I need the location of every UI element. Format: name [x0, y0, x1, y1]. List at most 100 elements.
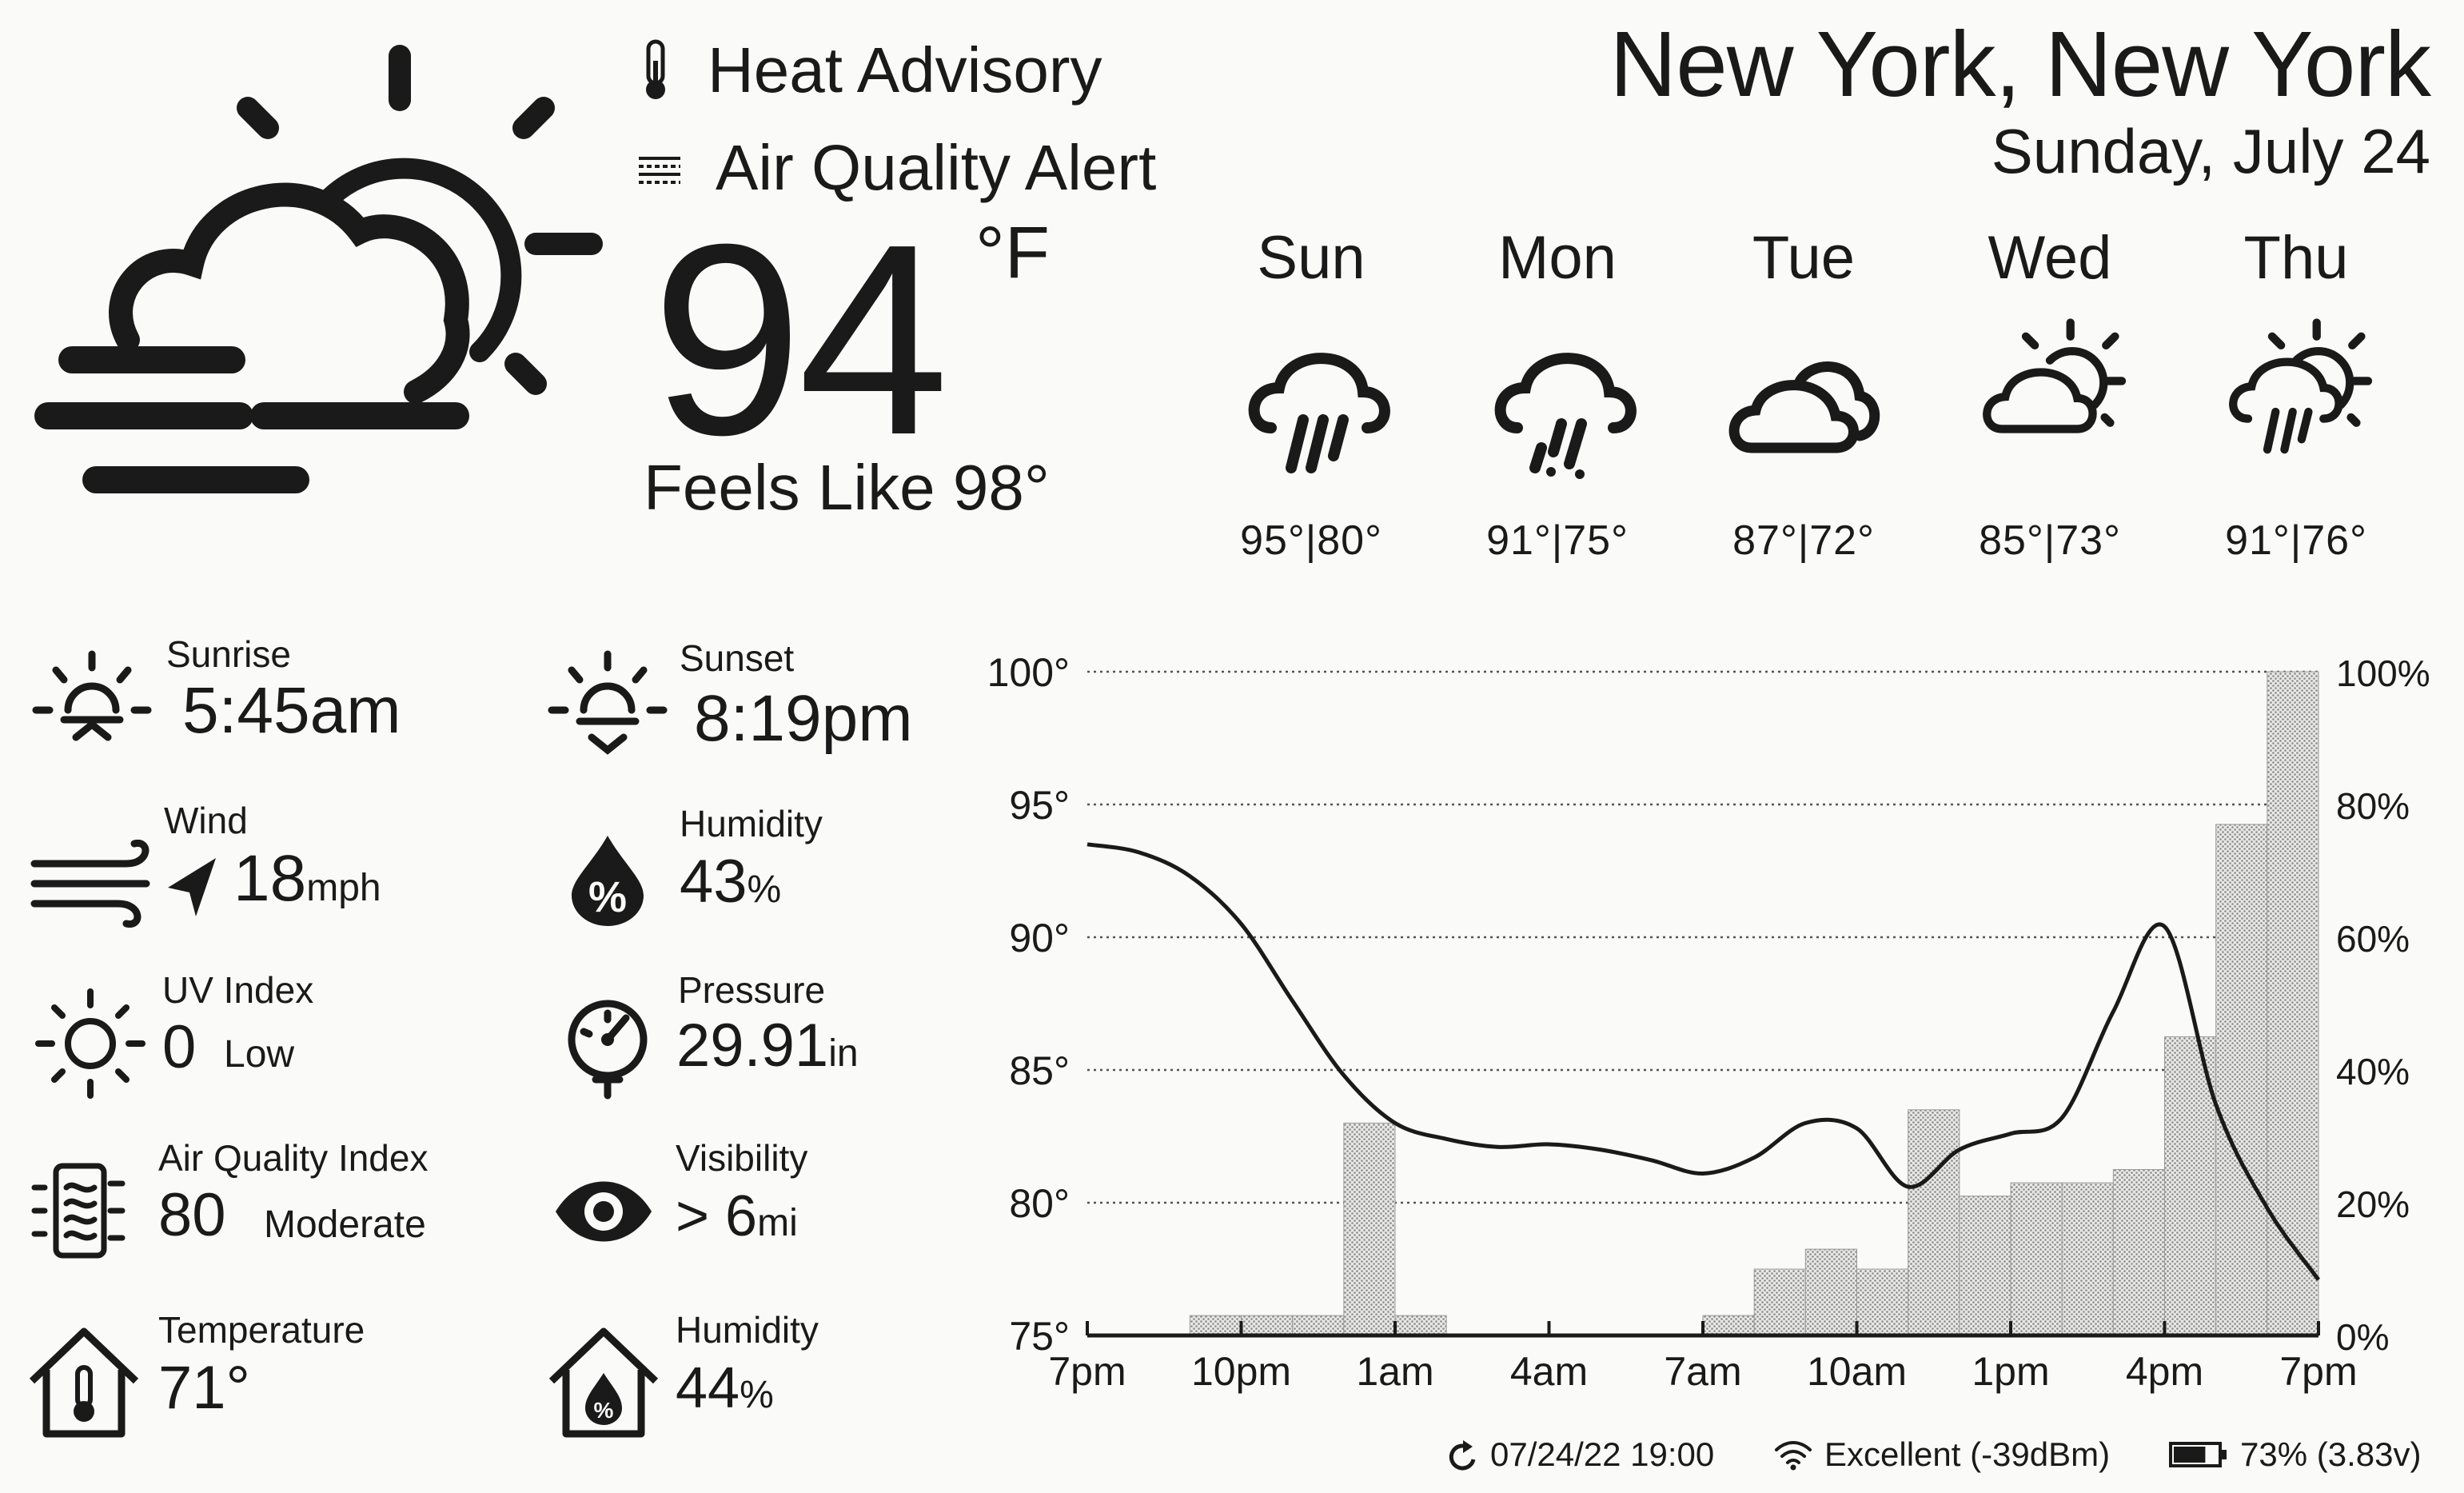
pressure-value: 29.91in	[676, 1016, 859, 1076]
wifi-icon	[1775, 1441, 1812, 1471]
battery-text: 73% (3.83v)	[2240, 1435, 2422, 1473]
humidity-number: 43	[680, 848, 748, 916]
humidity-label: Humidity	[680, 803, 823, 844]
sunrise-icon	[32, 650, 152, 741]
forecast-temps: 87°|72°	[1732, 517, 1875, 564]
forecast-strip: Sun 95°|80° Mon	[1191, 228, 2438, 580]
air-filter-icon	[31, 1163, 126, 1259]
visibility-unit: mi	[757, 1202, 798, 1244]
forecast-temps: 91°|76°	[2225, 517, 2367, 564]
home-thermometer-icon	[29, 1327, 139, 1438]
x-tick-label: 7am	[1664, 1349, 1741, 1394]
sunset-label: Sunset	[680, 637, 795, 679]
alert-air-quality: Air Quality Alert	[636, 136, 1156, 200]
x-tick-label: 4am	[1510, 1349, 1588, 1394]
x-tick-label: 7pm	[2279, 1349, 2357, 1394]
wifi-text: Excellent (-39dBm)	[1824, 1435, 2111, 1473]
haze-icon	[639, 157, 680, 184]
current-date: Sunday, July 24	[1991, 116, 2430, 186]
y-right-tick-label: 60%	[2336, 918, 2410, 960]
y-left-tick-label: 80°	[1009, 1181, 1070, 1226]
cloudy-icon	[1728, 361, 1880, 453]
precip-bar	[1292, 1315, 1345, 1336]
uv-sun-icon	[35, 988, 146, 1099]
alert-heat-advisory: Heat Advisory	[636, 38, 1102, 102]
x-tick-label: 4pm	[2126, 1349, 2203, 1394]
forecast-day-label: Mon	[1498, 224, 1617, 292]
pressure-label: Pressure	[678, 969, 826, 1011]
battery-fill	[2174, 1447, 2206, 1463]
humidity-drop-icon: %	[572, 836, 644, 926]
visibility-value: > 6mi	[676, 1188, 798, 1245]
storm-rain-icon	[1494, 353, 1637, 479]
visibility-label: Visibility	[676, 1137, 808, 1179]
precip-bar	[1804, 1248, 1858, 1336]
wind-speed: 18	[233, 842, 307, 915]
y-left-tick-label: 95°	[1009, 783, 1070, 828]
precip-bar	[2061, 1182, 2114, 1336]
pressure-number: 29.91	[676, 1012, 829, 1080]
feels-like: Feels Like 98°	[644, 452, 1050, 523]
uv-value: 0	[162, 1013, 197, 1081]
home-humidity-icon: %	[548, 1327, 659, 1438]
indoor-humidity-unit: %	[740, 1374, 774, 1416]
y-right-tick-label: 20%	[2336, 1184, 2410, 1225]
svg-text:%: %	[588, 873, 627, 921]
forecast-day-label: Thu	[2243, 224, 2349, 292]
wind-value: 18mph	[233, 846, 381, 912]
y-right-tick-label: 80%	[2336, 785, 2410, 827]
uv-label: UV Index	[162, 969, 314, 1011]
forecast-day-label: Wed	[1988, 224, 2112, 292]
y-left-tick-label: 90°	[1009, 916, 1070, 960]
precip-bar	[2164, 1036, 2217, 1336]
precip-bar	[1908, 1109, 1960, 1336]
eye-icon	[556, 1181, 652, 1242]
temperature-unit: °F	[975, 212, 1050, 293]
indoor-temp-label: Temperature	[158, 1309, 365, 1351]
sunset-icon	[548, 650, 668, 755]
location-city: New York, New York	[1609, 12, 2431, 116]
alert-label: Air Quality Alert	[716, 132, 1157, 203]
precip-bar	[2112, 1169, 2166, 1336]
rain-icon	[1248, 353, 1390, 473]
y-left-tick-label: 75°	[1009, 1314, 1070, 1359]
x-tick-label: 7pm	[1048, 1349, 1126, 1394]
pressure-gauge-icon	[568, 1000, 648, 1100]
aqi-description: Moderate	[264, 1204, 426, 1246]
indoor-temp-value: 71°	[158, 1354, 250, 1422]
battery-icon	[2169, 1442, 2227, 1467]
precip-bar	[2267, 671, 2319, 1336]
x-tick-label: 1pm	[1972, 1349, 2049, 1394]
pressure-unit: in	[828, 1032, 859, 1075]
wind-label: Wind	[164, 800, 248, 841]
x-tick-label: 1am	[1356, 1349, 1433, 1394]
battery-status: 73% (3.83v)	[2168, 1435, 2421, 1474]
precip-bar	[1959, 1196, 2011, 1336]
alert-label: Heat Advisory	[708, 34, 1102, 106]
forecast-temps: 95°|80°	[1240, 517, 1382, 564]
y-right-tick-label: 0%	[2336, 1316, 2389, 1358]
x-tick-label: 10pm	[1191, 1349, 1291, 1394]
last-updated: 07/24/22 19:00	[1447, 1435, 1714, 1474]
forecast-temps: 91°|75°	[1486, 517, 1629, 564]
forecast-temps: 85°|73°	[1979, 517, 2121, 564]
current-temperature: 94	[652, 188, 949, 492]
chart-axis-labels: 100°95°90°85°80°75°100%80%60%40%20%0%7pm…	[987, 650, 2430, 1394]
partly-cloudy-fog-icon	[34, 45, 603, 493]
precip-bar	[1394, 1315, 1447, 1336]
precip-bar	[1343, 1122, 1396, 1336]
refresh-icon	[1449, 1440, 1476, 1471]
precip-bar	[1189, 1315, 1242, 1336]
partly-cloudy-rain-icon	[2229, 318, 2373, 454]
x-tick-label: 10am	[1807, 1349, 1907, 1394]
precip-bar	[1241, 1315, 1294, 1336]
svg-text:%: %	[594, 1398, 614, 1423]
indoor-humidity-number: 44	[676, 1356, 740, 1420]
wind-direction-arrow-icon	[168, 858, 216, 916]
wind-icon	[30, 840, 150, 928]
wifi-status: Excellent (-39dBm)	[1773, 1435, 2110, 1474]
y-left-tick-label: 100°	[987, 650, 1070, 695]
precip-bars	[1189, 671, 2319, 1336]
precip-bar	[1856, 1268, 1909, 1336]
